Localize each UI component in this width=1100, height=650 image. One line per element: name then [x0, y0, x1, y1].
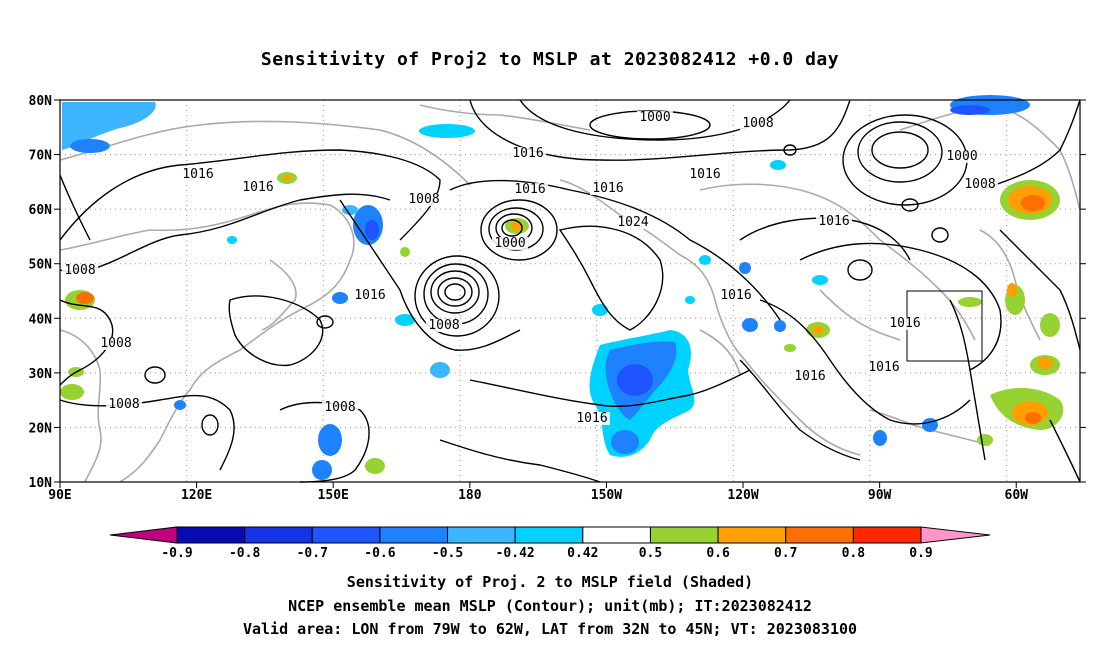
lat-tick-label: 20N [29, 421, 53, 436]
contour-label: 1008 [100, 336, 131, 351]
colorbar: -0.9 -0.8 -0.7 -0.6 -0.5 -0.42 0.42 0.5 0.6 0.7 0.… [109, 526, 991, 561]
contour-label: 1016 [889, 316, 920, 331]
contour-label: 1008 [964, 177, 995, 192]
contour-label: 1008 [408, 192, 439, 207]
lon-tick-label: 120W [727, 488, 758, 503]
colorbar-box [852, 526, 922, 544]
colorbar-box [447, 526, 516, 544]
contour-label: 1000 [494, 236, 525, 251]
caption-valid-area: Valid area: LON from 79W to 62W, LAT fro… [242, 620, 858, 638]
contour-label: 1016 [592, 181, 623, 196]
contour-label: 1024 [617, 215, 648, 230]
colorbar-right-arrow [920, 526, 991, 544]
contour-label: 1016 [576, 411, 607, 426]
contour-label: 1016 [720, 288, 751, 303]
contour-label: 1016 [514, 182, 545, 197]
lon-tick-label: 90E [48, 488, 71, 503]
colorbar-box [717, 526, 787, 544]
contour-label: 1016 [182, 167, 213, 182]
colorbar-level-label: 0.5 [639, 546, 662, 561]
contour-label: 1016 [354, 288, 385, 303]
latitude-axis: 80N 70N 60N 50N 40N 30N 20N 10N [29, 94, 1086, 491]
lat-tick-label: 60N [29, 203, 53, 218]
caption-contour: NCEP ensemble mean MSLP (Contour); unit(… [288, 597, 812, 615]
colorbar-box [379, 526, 449, 544]
contour-label: 1016 [794, 369, 825, 384]
contour-label: 1000 [946, 149, 977, 164]
colorbar-level-label: 0.42 [567, 546, 598, 561]
lon-tick-label: 150W [591, 488, 622, 503]
mslp-contours [59, 99, 1081, 483]
lon-tick-label: 180 [458, 488, 482, 503]
colorbar-level-label: 0.8 [842, 546, 866, 561]
contour-label: 1008 [428, 318, 459, 333]
contour-labels: 1000 1008 1016 1016 1000 1016 1016 1016 1008 1016… [62, 110, 998, 426]
lat-tick-label: 40N [29, 312, 53, 327]
contour-label: 1008 [108, 397, 139, 412]
contour-label: 1016 [689, 167, 720, 182]
contour-label: 1008 [742, 116, 773, 131]
contour-label: 1000 [639, 110, 670, 125]
contour-label: 1008 [324, 400, 355, 415]
lat-tick-label: 50N [29, 258, 53, 273]
colorbar-level-label: 0.7 [774, 546, 797, 561]
contour-label: 1016 [242, 180, 273, 195]
lon-tick-label: 60W [1005, 488, 1029, 503]
colorbar-level-label: -0.9 [161, 546, 192, 561]
colorbar-box [176, 526, 246, 544]
colorbar-level-label: 0.6 [706, 546, 730, 561]
plot-frame [59, 99, 1081, 483]
colorbar-box [514, 526, 584, 544]
colorbar-level-label: -0.7 [297, 546, 328, 561]
coastlines [59, 104, 1081, 483]
colorbar-box [582, 526, 651, 544]
lat-tick-label: 70N [29, 149, 53, 164]
contour-label: 1016 [818, 214, 849, 229]
lon-tick-label: 90W [868, 488, 892, 503]
colorbar-box [785, 526, 854, 544]
lon-tick-label: 150E [318, 488, 349, 503]
colorbar-box [311, 526, 381, 544]
colorbar-level-label: 0.9 [909, 546, 932, 561]
colorbar-level-label: -0.5 [432, 546, 463, 561]
lat-tick-label: 80N [29, 94, 53, 109]
contour-label: 1016 [512, 146, 543, 161]
longitude-axis: 90E 120E 150E 180 150W 120W 90W 60W [48, 482, 1028, 503]
colorbar-level-label: -0.8 [229, 546, 260, 561]
contour-label: 1016 [868, 360, 899, 375]
lon-tick-label: 120E [181, 488, 212, 503]
map-title: Sensitivity of Proj2 to MSLP at 20230824… [260, 49, 840, 70]
colorbar-left-arrow [109, 526, 178, 544]
colorbar-box [244, 526, 313, 544]
caption-shaded: Sensitivity of Proj. 2 to MSLP field (Sh… [346, 573, 754, 591]
colorbar-level-label: -0.6 [364, 546, 395, 561]
lat-tick-label: 10N [29, 476, 53, 491]
colorbar-box [649, 526, 719, 544]
contour-label: 1008 [64, 263, 95, 278]
colorbar-level-label: -0.42 [496, 546, 535, 561]
lat-tick-label: 30N [29, 367, 53, 382]
